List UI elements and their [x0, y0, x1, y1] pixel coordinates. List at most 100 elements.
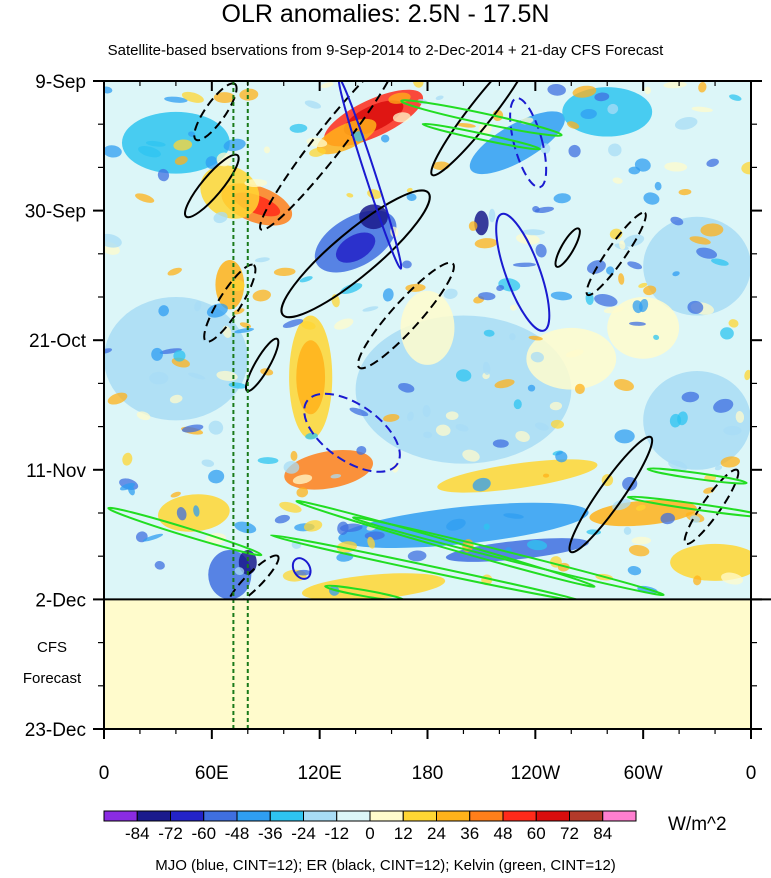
olr-anomaly-speck — [445, 411, 459, 420]
colorbar-units: W/m^2 — [668, 814, 727, 835]
olr-anomaly-speck — [535, 243, 547, 258]
olr-anomaly-speck — [574, 383, 585, 395]
olr-anomaly-speck — [474, 238, 498, 249]
olr-anomaly-speck — [478, 292, 496, 301]
contour-legend-caption: MJO (blue, CINT=12); ER (black, CINT=12)… — [155, 857, 616, 874]
olr-anomaly-speck — [213, 211, 228, 224]
olr-anomaly-blob — [643, 371, 751, 470]
olr-anomaly-speck — [654, 181, 662, 191]
er-contour — [184, 153, 240, 219]
olr-anomaly-speck — [188, 372, 206, 380]
olr-anomaly-speck — [334, 318, 354, 330]
colorbar-label: 24 — [427, 824, 446, 843]
olr-anomaly-speck — [455, 369, 472, 382]
y-tick-label: 21-Oct — [29, 331, 87, 352]
colorbar-swatch — [269, 810, 304, 822]
olr-anomaly-blob — [335, 232, 376, 263]
olr-anomaly-speck — [205, 156, 218, 170]
olr-anomaly-speck — [301, 321, 316, 330]
olr-anomaly-speck — [678, 188, 692, 196]
olr-anomaly-speck — [157, 168, 170, 182]
olr-anomaly-speck — [594, 293, 618, 307]
olr-anomaly-speck — [510, 304, 517, 311]
olr-anomaly-speck — [128, 485, 135, 496]
olr-anomaly-speck — [201, 459, 215, 467]
olr-anomaly-speck — [674, 117, 698, 130]
kelvin-contour — [626, 495, 751, 519]
er-contour — [585, 211, 647, 297]
olr-anomaly-speck — [142, 533, 164, 542]
olr-anomaly-speck — [234, 328, 255, 334]
er-contour — [259, 81, 399, 231]
olr-anomaly-speck — [443, 288, 458, 299]
olr-anomaly-speck — [606, 266, 615, 275]
olr-anomaly-speck — [521, 229, 545, 236]
colorbar-label: -12 — [324, 824, 349, 843]
colorbar-swatch — [336, 810, 371, 822]
olr-anomaly-speck — [515, 233, 540, 245]
olr-anomaly-speck — [154, 560, 165, 570]
olr-anomaly-speck — [304, 100, 321, 109]
olr-anomaly-speck — [159, 348, 182, 355]
olr-anomaly-blob — [643, 216, 751, 316]
forecast-label-line1: CFS — [37, 639, 67, 656]
y-tick-label: 11-Nov — [26, 461, 86, 482]
kelvin-contour — [269, 534, 586, 599]
olr-anomaly-speck — [320, 82, 334, 89]
olr-anomaly-speck — [494, 379, 515, 389]
olr-anomaly-speck — [565, 349, 584, 358]
olr-anomaly-speck — [619, 240, 626, 250]
wave-filtered-contours — [107, 81, 751, 599]
olr-anomaly-speck — [330, 474, 342, 479]
olr-anomaly-speck — [503, 513, 524, 519]
olr-anomaly-speck — [631, 536, 652, 545]
colorbar-swatch — [369, 810, 404, 822]
olr-anomaly-speck — [164, 96, 188, 103]
olr-anomaly-speck — [257, 457, 279, 464]
olr-anomaly-speck — [534, 206, 555, 213]
olr-anomaly-speck — [233, 308, 245, 315]
olr-anomaly-speck — [700, 223, 724, 237]
colorbar: -84 -72 -60 -48 -36 -24 -12 0 12 24 36 48 60 72 84 — [103, 810, 637, 843]
olr-anomaly-speck — [104, 145, 122, 158]
olr-anomaly-speck — [145, 140, 166, 147]
olr-anomaly-speck — [513, 399, 522, 410]
x-tick-label: 0 — [99, 763, 110, 784]
colorbar-label: 84 — [593, 824, 612, 843]
olr-anomaly-speck — [289, 123, 308, 133]
olr-anomaly-speck — [528, 335, 543, 341]
colorbar-swatch — [469, 810, 504, 822]
olr-anomaly-blob — [607, 297, 680, 359]
olr-anomaly-speck — [532, 206, 540, 213]
olr-anomaly-speck — [607, 103, 619, 115]
olr-anomaly-speck — [299, 276, 313, 283]
olr-anomaly-speck — [107, 392, 128, 405]
colorbar-label: 48 — [494, 824, 513, 843]
olr-anomaly-speck — [292, 474, 313, 485]
kelvin-contour — [421, 122, 542, 151]
er-contour — [226, 554, 280, 599]
olr-anomaly-speck — [627, 566, 642, 576]
olr-anomaly-speck — [547, 84, 566, 96]
olr-anomaly-speck — [482, 361, 491, 375]
olr-anomaly-speck — [406, 411, 414, 422]
olr-anomaly-speck — [614, 429, 635, 444]
olr-anomaly-speck — [614, 379, 634, 391]
olr-anomaly-speck — [244, 178, 268, 188]
olr-anomaly-speck — [273, 267, 296, 277]
olr-anomaly-speck — [435, 95, 444, 101]
olr-anomaly-speck — [735, 411, 745, 423]
olr-anomaly-speck — [572, 85, 597, 98]
olr-anomaly-speck — [362, 306, 379, 312]
olr-anomaly-speck — [239, 88, 259, 101]
olr-anomaly-speck — [553, 193, 571, 204]
olr-anomaly-speck — [612, 177, 623, 184]
olr-anomaly-speck — [628, 545, 650, 557]
olr-anomaly-speck — [279, 501, 302, 513]
olr-anomaly-speck — [136, 411, 151, 421]
olr-anomaly-blob — [670, 543, 751, 581]
olr-anomaly-speck — [515, 430, 530, 442]
olr-anomaly-speck — [530, 351, 544, 363]
colorbar-swatch — [136, 810, 171, 822]
